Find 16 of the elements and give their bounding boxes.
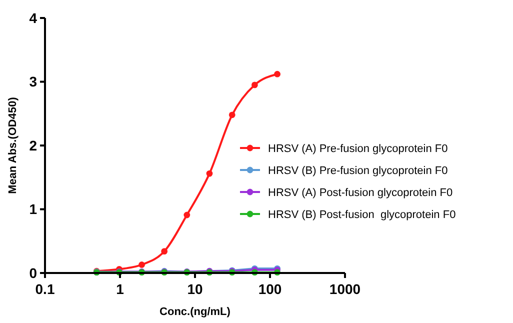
y-tick-label: 0	[29, 264, 38, 281]
y-tick-label: 4	[29, 10, 38, 26]
x-tick-label: 1000	[329, 281, 361, 297]
x-tick-label: 100	[258, 281, 282, 297]
x-axis-title: Conc.(ng/mL)	[160, 306, 231, 318]
y-tick-label: 1	[29, 201, 38, 218]
legend-label: HRSV (B) Post-fusion glycoprotein F0	[268, 208, 456, 221]
x-tick-label: 10	[187, 281, 203, 297]
legend-label: HRSV (A) Post-fusion glycoprotein F0	[268, 186, 453, 199]
y-axis-title: Mean Abs.(OD450)	[7, 96, 19, 194]
x-tick-label: 1	[116, 281, 124, 297]
legend-label: HRSV (B) Pre-fusion glycoprotein F0	[268, 164, 448, 177]
x-tick-label: 0.1	[35, 281, 55, 297]
y-tick-label: 3	[29, 74, 38, 90]
legend-label: HRSV (A) Pre-fusion glycoprotein F0	[268, 142, 448, 155]
y-tick-label: 2	[29, 137, 38, 154]
